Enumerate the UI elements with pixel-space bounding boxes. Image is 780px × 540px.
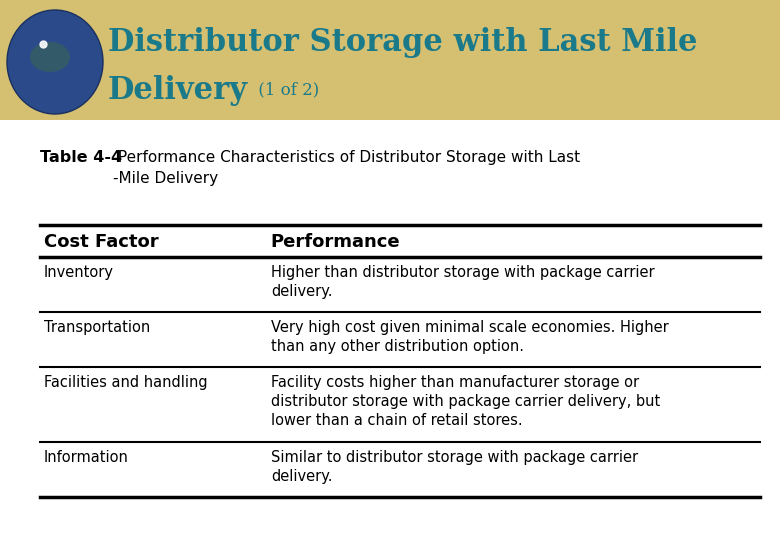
Text: Delivery: Delivery <box>108 75 248 105</box>
Text: Performance Characteristics of Distributor Storage with Last
-Mile Delivery: Performance Characteristics of Distribut… <box>113 150 580 186</box>
Ellipse shape <box>7 10 103 114</box>
Text: Facility costs higher than manufacturer storage or
distributor storage with pack: Facility costs higher than manufacturer … <box>271 375 660 428</box>
Ellipse shape <box>30 42 70 72</box>
Text: Information: Information <box>44 450 129 465</box>
Text: Facilities and handling: Facilities and handling <box>44 375 207 390</box>
Text: Very high cost given minimal scale economies. Higher
than any other distribution: Very high cost given minimal scale econo… <box>271 320 668 354</box>
Text: Transportation: Transportation <box>44 320 151 335</box>
Text: (1 of 2): (1 of 2) <box>253 82 319 98</box>
Text: Inventory: Inventory <box>44 265 114 280</box>
Text: Performance: Performance <box>271 233 400 251</box>
Text: Similar to distributor storage with package carrier
delivery.: Similar to distributor storage with pack… <box>271 450 638 484</box>
Text: Higher than distributor storage with package carrier
delivery.: Higher than distributor storage with pac… <box>271 265 654 299</box>
Text: Distributor Storage with Last Mile: Distributor Storage with Last Mile <box>108 26 697 57</box>
Text: Cost Factor: Cost Factor <box>44 233 158 251</box>
Text: Table 4-4: Table 4-4 <box>40 150 122 165</box>
Bar <box>0 0 780 120</box>
